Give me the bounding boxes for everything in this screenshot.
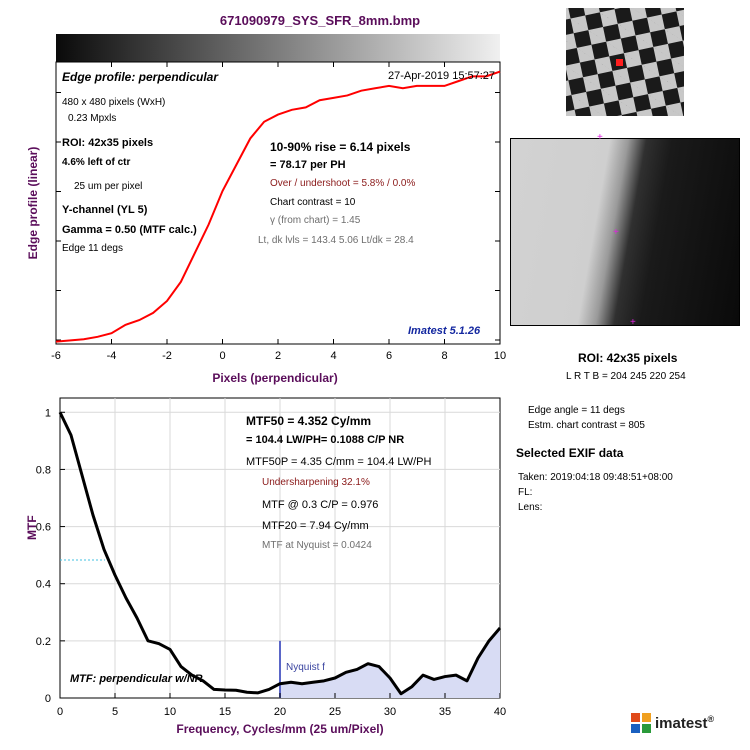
roi-crop-image	[510, 138, 740, 326]
edge-x-tick-label: -2	[162, 350, 172, 362]
rise-per-ph: = 78.17 per PH	[270, 159, 346, 171]
logo-word: imatest	[655, 715, 708, 732]
edge-panel-heading: Edge profile: perpendicular	[62, 70, 219, 84]
mtf-at-nyquist: MTF at Nyquist = 0.0424	[262, 540, 372, 551]
light-dark-levels: Lt, dk lvls = 143.4 5.06 Lt/dk = 28.4	[258, 235, 414, 246]
roi-corner-marker-top: +	[597, 132, 603, 143]
roi-corner-marker-mid: +	[613, 227, 619, 238]
mtf20: MTF20 = 7.94 Cy/mm	[262, 520, 369, 532]
nyquist-label: Nyquist f	[286, 662, 325, 673]
gamma-from-chart: γ (from chart) = 1.45	[270, 215, 361, 226]
edge-profile-line	[55, 70, 501, 343]
edge-x-tick-label: 2	[275, 350, 281, 362]
side-estm-contrast: Estm. chart contrast = 805	[528, 420, 645, 431]
edge-y-axis-label: Edge profile (linear)	[26, 146, 40, 260]
exif-heading: Selected EXIF data	[516, 446, 624, 460]
exif-taken: Taken: 2019:04:18 09:48:51+08:00	[518, 472, 673, 483]
edge-panel-timestamp: 27-Apr-2019 15:57:27	[388, 70, 496, 82]
imatest-logo-icon	[631, 713, 651, 733]
imatest-logo-text: imatest®	[655, 714, 714, 732]
mtf-nyquist-fill	[280, 628, 500, 698]
image-size: 480 x 480 pixels (WxH)	[62, 97, 166, 108]
edge-x-tick-label: 0	[219, 350, 225, 362]
side-edge-angle: Edge angle = 11 degs	[528, 405, 625, 416]
mtf-y-tick-label: 0.4	[36, 579, 51, 591]
roi-offset: 4.6% left of ctr	[62, 157, 131, 168]
mtf-y-tick-label: 0.8	[36, 464, 51, 476]
mtf-at-cp: MTF @ 0.3 C/P = 0.976	[262, 499, 379, 511]
mtf-x-tick-label: 10	[164, 706, 176, 718]
roi-size: ROI: 42x35 pixels	[62, 137, 154, 149]
roi-corner-marker-bottom: +	[630, 317, 636, 328]
mtf-tick-group	[59, 411, 501, 699]
edge-x-tick-label: 4	[330, 350, 336, 362]
rise-distance: 10-90% rise = 6.14 pixels	[270, 140, 411, 154]
mtf-x-tick-label: 5	[112, 706, 118, 718]
checkerboard-thumbnail	[566, 8, 684, 116]
version-label: Imatest 5.1.26	[408, 325, 481, 337]
logo-registered-mark: ®	[707, 714, 715, 724]
channel: Y-channel (YL 5)	[62, 204, 148, 216]
pixel-pitch: 25 um per pixel	[74, 181, 143, 192]
edge-plot-frame	[55, 61, 501, 345]
exif-fl: FL:	[518, 487, 533, 498]
undersharpening: Undersharpening 32.1%	[262, 477, 370, 488]
chart-contrast: Chart contrast = 10	[270, 197, 356, 208]
mtf-x-axis-label: Frequency, Cycles/mm (25 um/Pixel)	[176, 722, 384, 736]
side-lrtb: L R T B = 204 245 220 254	[566, 371, 686, 382]
page-title: 671090979_SYS_SFR_8mm.bmp	[219, 13, 421, 28]
mtf50-lwph: = 104.4 LW/PH= 0.1088 C/P NR	[246, 434, 405, 446]
mtf-y-axis-label: MTF	[25, 515, 39, 540]
edge-x-tick-label: -6	[51, 350, 61, 362]
mtf-y-tick-label: 1	[45, 407, 51, 419]
edge-x-tick-label: -4	[107, 350, 117, 362]
side-roi: ROI: 42x35 pixels	[578, 351, 678, 365]
mtf50p: MTF50P = 4.35 C/mm = 104.4 LW/PH	[246, 456, 432, 468]
mtf-x-tick-label: 20	[274, 706, 286, 718]
mtf-x-tick-label: 25	[329, 706, 341, 718]
edge-angle-small: Edge 11 degs	[62, 243, 123, 254]
gamma: Gamma = 0.50 (MTF calc.)	[62, 224, 197, 236]
mtf-x-tick-label: 15	[219, 706, 231, 718]
mtf-y-tick-label: 0.2	[36, 636, 51, 648]
overshoot: Over / undershoot = 5.8% / 0.0%	[270, 178, 416, 189]
mtf-x-tick-label: 40	[494, 706, 506, 718]
mtf-tick-label-group: 0 5 10 15 20 25 30 35 40 0 0.2 0.4 0.6 0.8 1	[36, 407, 506, 718]
mtf-legend: MTF: perpendicular w/NR	[70, 673, 203, 685]
edge-tick-label-group: -6 -4 -2 0 2 4 6 8 10	[51, 350, 506, 362]
edge-x-tick-label: 6	[386, 350, 392, 362]
mtf50: MTF50 = 4.352 Cy/mm	[246, 414, 372, 428]
mtf-curve	[58, 411, 502, 696]
mtf-y-tick-label: 0	[45, 693, 51, 705]
roi-marker	[616, 59, 623, 66]
edge-x-tick-label: 8	[441, 350, 447, 362]
mtf-x-tick-label: 30	[384, 706, 396, 718]
edge-x-axis-label: Pixels (perpendicular)	[212, 371, 338, 385]
mtf-x-tick-label: 35	[439, 706, 451, 718]
mtf-y-tick-label: 0.6	[36, 522, 51, 534]
gray-gradient-bar	[56, 34, 500, 62]
edge-tick-group	[55, 62, 501, 344]
mpxls: 0.23 Mpxls	[68, 113, 117, 124]
exif-lens: Lens:	[518, 502, 543, 513]
mtf-x-tick-label: 0	[57, 706, 63, 718]
edge-x-tick-label: 10	[494, 350, 506, 362]
